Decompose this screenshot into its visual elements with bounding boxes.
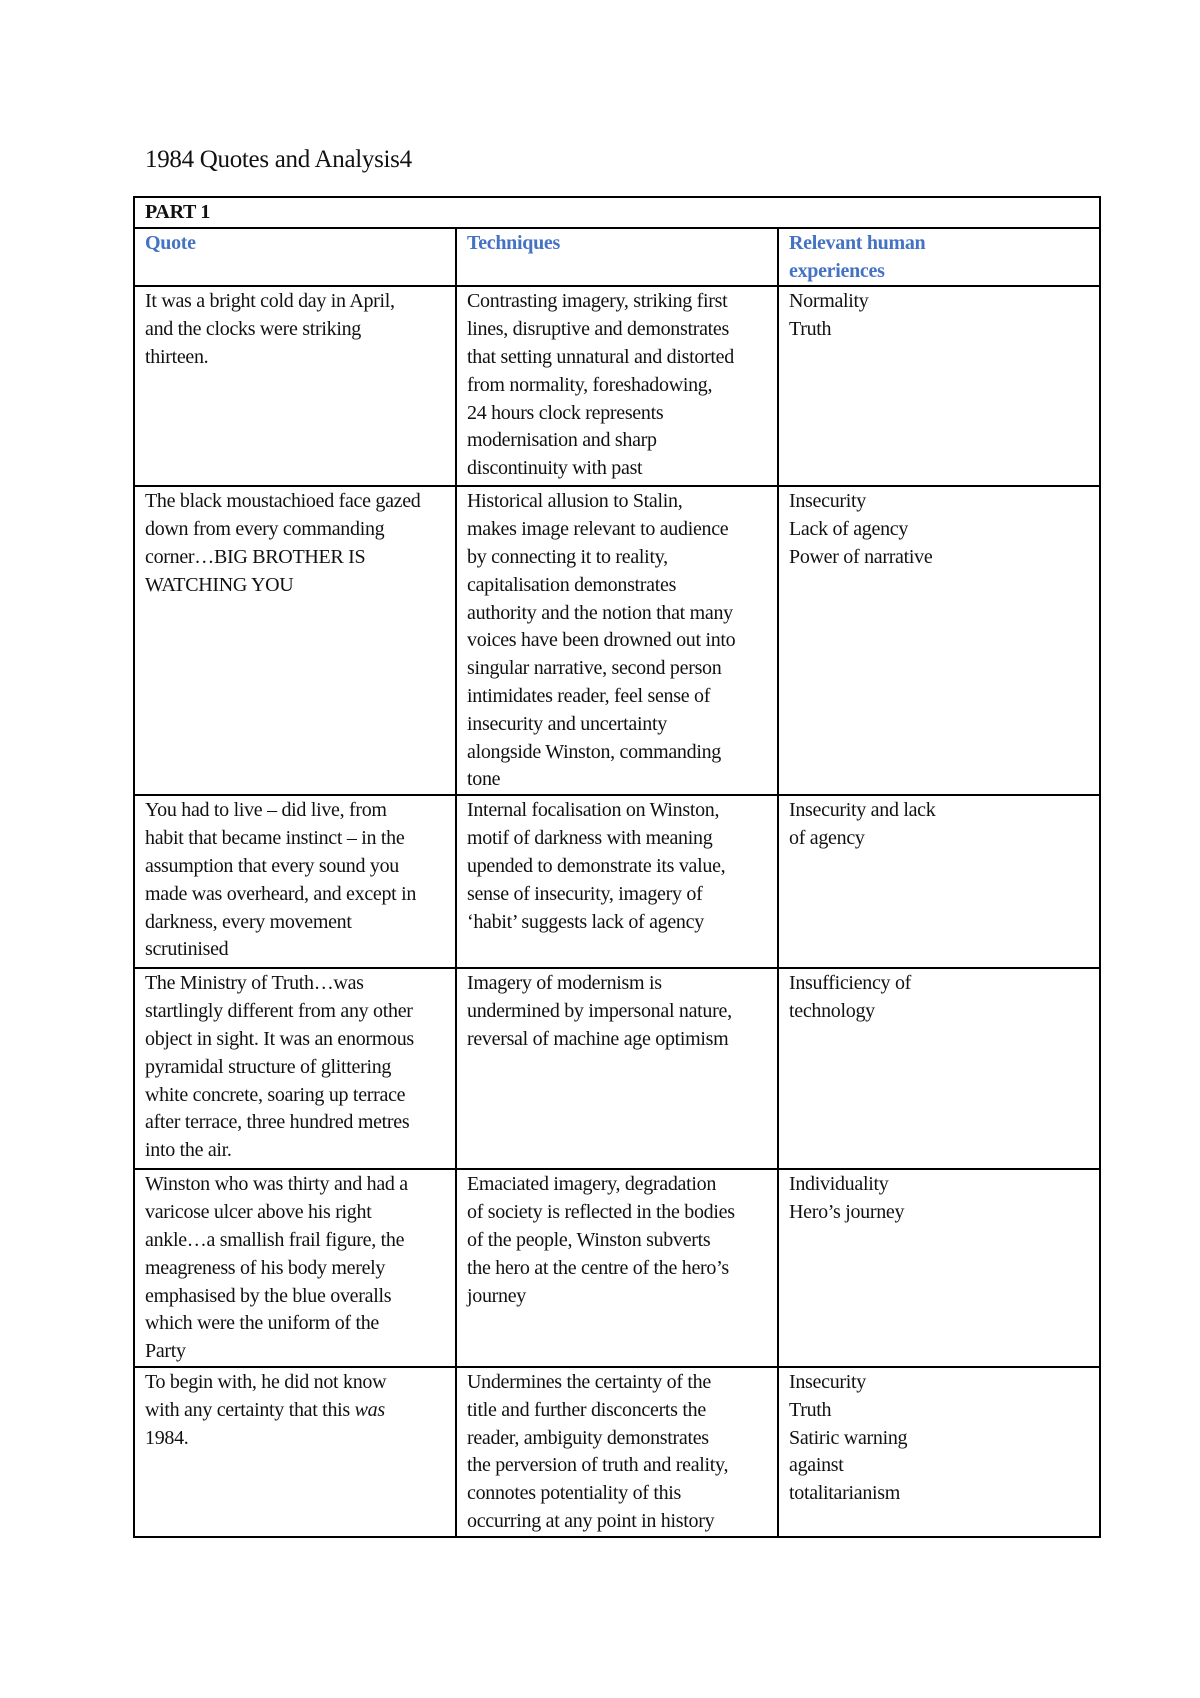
table-row: It was a bright cold day in April, and t… xyxy=(133,285,1101,488)
table-row: The black moustachioed face gazed down f… xyxy=(133,485,1101,797)
header-row: Quote Techniques Relevant human experien… xyxy=(133,226,1101,288)
part-row: PART 1 xyxy=(133,196,1101,229)
experiences-cell: Insecurity Truth Satiric warning against… xyxy=(777,1365,1101,1538)
document-title: 1984 Quotes and Analysis4 xyxy=(145,146,412,173)
experiences-cell: Insecurity and lack of agency xyxy=(777,794,1101,970)
techniques-cell: Historical allusion to Stalin, makes ima… xyxy=(455,485,779,797)
quotes-table: PART 1 Quote Techniques Relevant human e… xyxy=(133,196,1101,1538)
table-row: The Ministry of Truth…was startlingly di… xyxy=(133,967,1101,1171)
techniques-cell: Emaciated imagery, degradation of societ… xyxy=(455,1168,779,1368)
quote-emphasis: was xyxy=(354,1398,386,1421)
techniques-cell: Contrasting imagery, striking first line… xyxy=(455,285,779,488)
quote-cell: You had to live – did live, from habit t… xyxy=(133,794,457,970)
experiences-cell: Insufficiency of technology xyxy=(777,967,1101,1171)
experiences-cell: Individuality Hero’s journey xyxy=(777,1168,1101,1368)
header-techniques: Techniques xyxy=(455,226,779,288)
header-experiences: Relevant human experiences xyxy=(777,226,1101,288)
quote-cell: The Ministry of Truth…was startlingly di… xyxy=(133,967,457,1171)
techniques-cell: Undermines the certainty of the title an… xyxy=(455,1365,779,1538)
techniques-cell: Imagery of modernism is undermined by im… xyxy=(455,967,779,1171)
part-heading: PART 1 xyxy=(133,196,1101,229)
table-row: You had to live – did live, from habit t… xyxy=(133,794,1101,970)
experiences-cell: Insecurity Lack of agency Power of narra… xyxy=(777,485,1101,797)
quote-cell: It was a bright cold day in April, and t… xyxy=(133,285,457,488)
header-quote: Quote xyxy=(133,226,457,288)
quote-cell: Winston who was thirty and had a varicos… xyxy=(133,1168,457,1368)
techniques-cell: Internal focalisation on Winston, motif … xyxy=(455,794,779,970)
quote-cell: The black moustachioed face gazed down f… xyxy=(133,485,457,797)
experiences-cell: Normality Truth xyxy=(777,285,1101,488)
table-row: To begin with, he did not know with any … xyxy=(133,1365,1101,1538)
quote-cell: To begin with, he did not know with any … xyxy=(133,1365,457,1538)
quote-text: 1984. xyxy=(145,1426,189,1449)
table-row: Winston who was thirty and had a varicos… xyxy=(133,1168,1101,1368)
quote-text: To begin with, he did not know with any … xyxy=(145,1370,387,1421)
